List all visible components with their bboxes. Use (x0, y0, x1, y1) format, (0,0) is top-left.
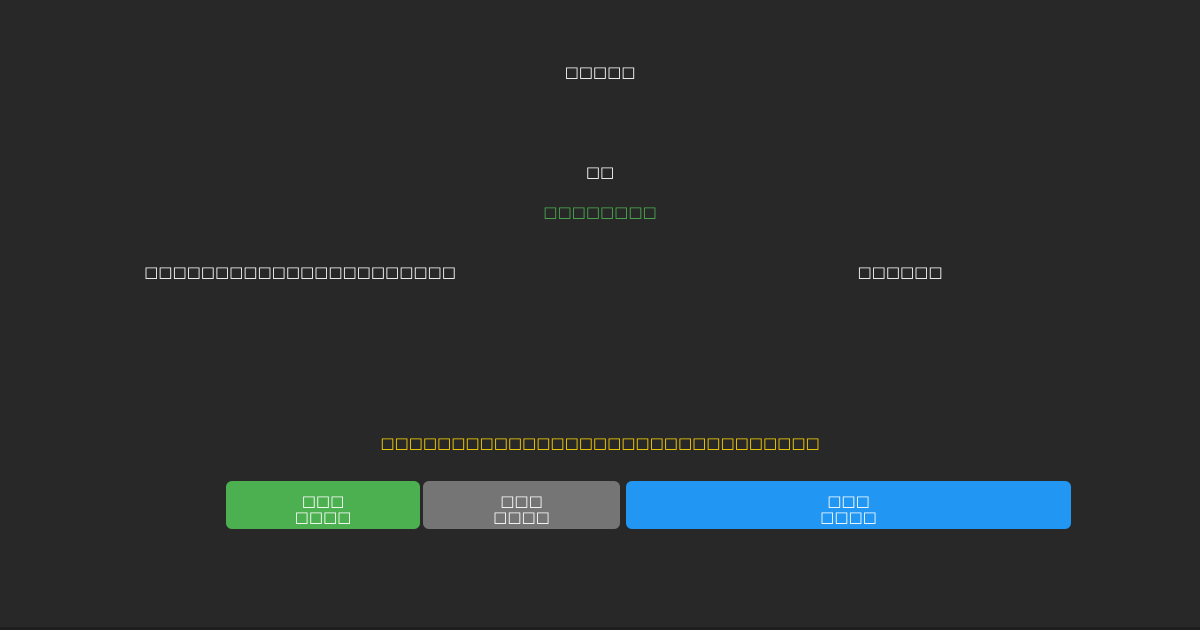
bottom-edge-bar (0, 627, 1200, 630)
alert-message: □□□□□□□□□□□□□□□□□□□□□□□□□□□□□□□ (380, 434, 820, 452)
blue-button-label-line1: □□□ (827, 492, 870, 510)
green-button-label-line2: □□□□ (294, 508, 352, 526)
gray-button-label-line2: □□□□ (493, 508, 550, 526)
gray-action-button[interactable]: □□□ □□□□ (423, 481, 620, 529)
blue-button-label-line2: □□□□ (820, 508, 877, 526)
blue-action-button[interactable]: □□□ □□□□ (626, 481, 1071, 529)
status-highlight-text: □□□□□□□□ (543, 203, 657, 221)
green-action-button[interactable]: □□□ □□□□ (226, 481, 420, 529)
green-button-label-line1: □□□ (301, 492, 345, 510)
info-left-text: □□□□□□□□□□□□□□□□□□□□□□ (144, 263, 456, 281)
page-title: □□□□□ (564, 63, 636, 81)
status-label: □□ (585, 163, 615, 181)
info-right-text: □□□□□□ (857, 263, 943, 281)
gray-button-label-line1: □□□ (500, 492, 543, 510)
